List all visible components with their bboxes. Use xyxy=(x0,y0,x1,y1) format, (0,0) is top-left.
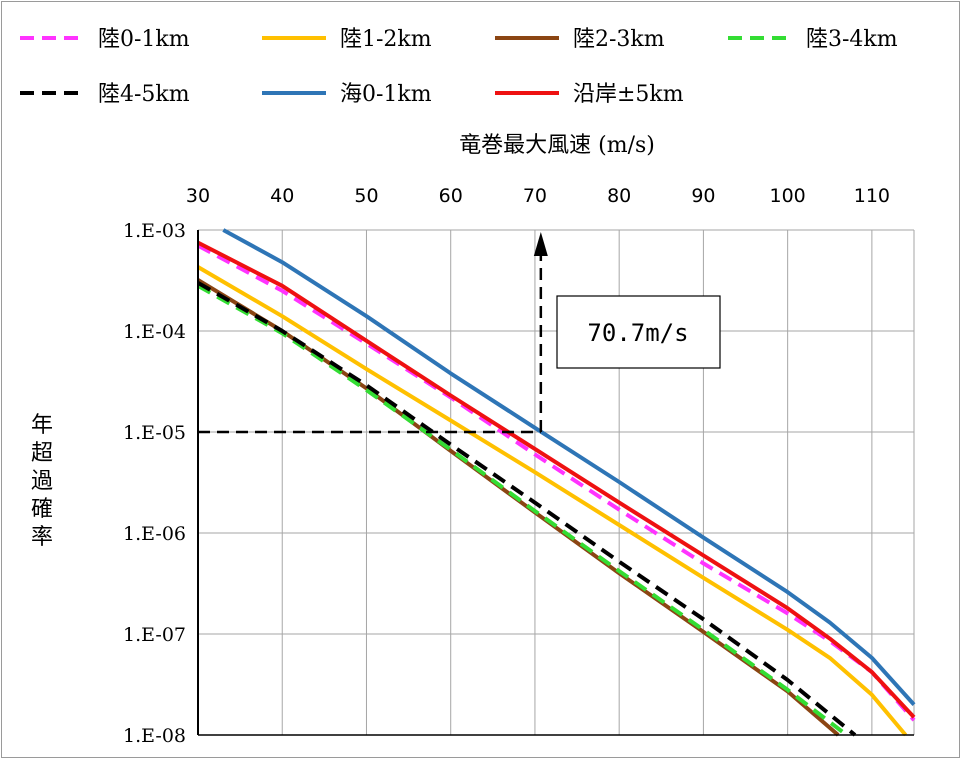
annotation-box xyxy=(556,295,721,369)
x-tick-label: 40 xyxy=(270,185,294,207)
x-tick-label: 70 xyxy=(523,185,547,207)
y-tick-label: 1.E-05 xyxy=(123,422,186,444)
legend-label: 陸0-1km xyxy=(98,27,190,52)
annotation-label: 70.7m/s xyxy=(587,319,688,347)
legend-label: 沿岸±5km xyxy=(573,82,684,107)
x-axis-title: 竜巻最大風速 (m/s) xyxy=(459,133,655,158)
series-lines xyxy=(198,228,916,737)
legend-label: 海0-1km xyxy=(340,82,432,107)
y-axis-title-char: 確 xyxy=(31,497,53,522)
legend-label: 陸1-2km xyxy=(340,27,432,52)
series-line-5 xyxy=(198,281,857,737)
x-tick-label: 60 xyxy=(439,185,463,207)
series-line-3 xyxy=(198,278,840,737)
x-tick-label: 100 xyxy=(770,185,806,207)
x-tick-label: 110 xyxy=(854,185,890,207)
y-axis-title-char: 超 xyxy=(31,441,53,466)
x-tick-label: 80 xyxy=(607,185,631,207)
y-axis-title-char: 率 xyxy=(31,525,53,550)
series-line-2 xyxy=(198,265,908,737)
annotation: 70.7m/s xyxy=(198,232,721,434)
legend-label: 陸2-3km xyxy=(573,27,665,52)
y-tick-label: 1.E-07 xyxy=(123,624,186,646)
series-line-6 xyxy=(222,228,916,706)
axes: 30 40 50 60 70 80 90 100 110 1.E-03 1.E-04 1.E-05 1.… xyxy=(123,185,914,747)
arrow-head xyxy=(533,232,548,256)
y-tick-label: 1.E-03 xyxy=(123,220,186,242)
x-tick-label: 30 xyxy=(186,185,210,207)
x-tick-label: 50 xyxy=(354,185,378,207)
legend-label: 陸4-5km xyxy=(98,82,190,107)
y-axis-title-char: 年 xyxy=(31,413,53,438)
x-tick-label: 90 xyxy=(691,185,715,207)
legend: 陸0-1km 陸1-2km 陸2-3km 陸3-4km 陸4-5km 海0-1km 沿岸±5… xyxy=(20,27,898,107)
y-tick-label: 1.E-06 xyxy=(123,523,186,545)
series-line-1 xyxy=(198,243,916,722)
series-line-4 xyxy=(198,284,848,737)
y-axis-title-char: 過 xyxy=(31,469,53,494)
y-tick-label: 1.E-08 xyxy=(123,725,186,747)
series-line-7 xyxy=(198,240,916,719)
legend-label: 陸3-4km xyxy=(806,27,898,52)
y-tick-label: 1.E-04 xyxy=(123,321,186,343)
